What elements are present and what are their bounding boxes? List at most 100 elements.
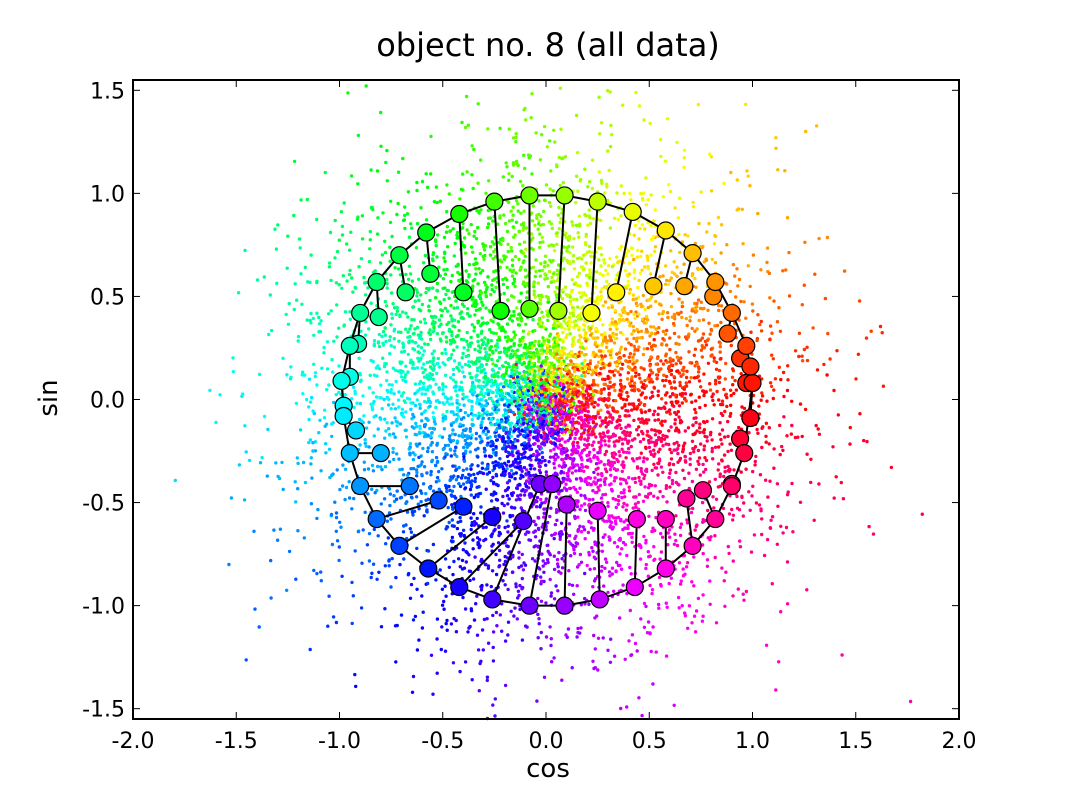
scatter-point xyxy=(395,489,399,493)
scatter-point xyxy=(615,560,619,565)
scatter-point xyxy=(455,230,460,235)
scatter-point xyxy=(349,174,354,178)
scatter-point xyxy=(422,465,427,469)
scatter-point xyxy=(461,428,466,432)
scatter-point xyxy=(646,574,650,578)
scatter-point xyxy=(450,535,455,540)
scatter-point xyxy=(699,348,704,352)
scatter-point xyxy=(759,398,763,402)
scatter-point xyxy=(637,417,641,421)
scatter-point xyxy=(712,359,716,363)
scatter-point xyxy=(485,436,490,440)
scatter-point xyxy=(434,578,438,582)
scatter-point xyxy=(708,332,712,336)
scatter-point xyxy=(613,336,617,341)
scatter-point xyxy=(414,468,419,472)
scatter-point xyxy=(698,422,702,426)
scatter-point xyxy=(567,315,572,320)
scatter-point xyxy=(491,257,495,261)
scatter-point xyxy=(463,660,468,664)
scatter-point xyxy=(742,598,746,602)
scatter-point xyxy=(640,385,644,389)
scatter-point xyxy=(395,212,399,217)
scatter-point xyxy=(457,328,461,333)
scatter-point xyxy=(672,703,676,707)
scatter-point xyxy=(656,330,660,335)
scatter-point xyxy=(606,504,610,508)
scatter-point xyxy=(596,472,600,476)
scatter-point xyxy=(614,410,618,414)
scatter-point xyxy=(503,221,508,226)
scatter-point xyxy=(395,623,399,628)
scatter-point xyxy=(477,689,481,693)
scatter-point xyxy=(696,459,700,463)
scatter-point xyxy=(663,282,668,286)
scatter-point xyxy=(750,494,754,498)
scatter-point xyxy=(610,305,614,309)
scatter-point xyxy=(642,367,646,371)
scatter-point xyxy=(568,486,573,491)
scatter-point xyxy=(571,311,575,315)
scatter-point xyxy=(786,378,790,382)
scatter-point xyxy=(509,374,513,379)
scatter-point xyxy=(292,213,296,218)
scatter-point xyxy=(656,418,661,422)
scatter-point xyxy=(569,542,573,546)
scatter-point xyxy=(591,415,595,419)
scatter-point xyxy=(578,524,582,528)
scatter-point xyxy=(753,463,757,467)
scatter-point xyxy=(486,338,490,342)
scatter-point xyxy=(746,174,750,178)
scatter-point xyxy=(731,518,735,522)
scatter-point xyxy=(637,104,642,108)
scatter-point xyxy=(535,495,540,500)
scatter-point xyxy=(603,377,607,382)
scatter-point xyxy=(243,248,247,253)
scatter-point xyxy=(398,314,402,319)
scatter-point xyxy=(615,273,619,277)
scatter-point xyxy=(739,299,743,304)
scatter-point xyxy=(678,250,682,255)
scatter-point xyxy=(359,329,363,333)
scatter-point xyxy=(672,380,676,384)
scatter-point xyxy=(570,471,575,475)
scatter-point xyxy=(649,452,654,457)
scatter-point xyxy=(638,479,642,483)
scatter-point xyxy=(443,584,447,588)
scatter-point xyxy=(637,475,641,480)
scatter-point xyxy=(347,272,352,277)
scatter-point xyxy=(752,533,757,537)
scatter-point xyxy=(502,291,506,296)
scatter-point xyxy=(509,421,514,425)
scatter-point xyxy=(601,535,605,539)
scatter-point xyxy=(858,412,862,416)
scatter-point xyxy=(472,618,477,622)
scatter-point xyxy=(586,223,590,227)
scatter-point xyxy=(512,386,516,390)
scatter-point xyxy=(601,431,606,435)
scatter-point xyxy=(535,350,540,354)
scatter-point xyxy=(696,102,701,107)
scatter-point xyxy=(338,487,342,492)
scatter-point xyxy=(632,418,636,423)
scatter-point xyxy=(606,149,610,153)
scatter-point xyxy=(577,235,581,239)
scatter-point xyxy=(257,625,261,629)
scatter-point xyxy=(712,242,717,246)
scatter-point xyxy=(656,393,660,398)
scatter-point xyxy=(627,272,632,276)
scatter-point xyxy=(568,311,572,315)
scatter-point xyxy=(624,252,628,256)
scatter-point xyxy=(693,407,697,412)
scatter-point xyxy=(707,221,711,226)
scatter-point xyxy=(394,379,398,384)
scatter-point xyxy=(285,373,289,377)
scatter-point xyxy=(598,448,602,453)
scatter-point xyxy=(501,394,505,399)
scatter-point xyxy=(533,339,537,344)
scatter-point xyxy=(590,443,594,447)
scatter-point xyxy=(539,261,543,266)
scatter-point xyxy=(699,442,703,446)
scatter-point xyxy=(682,365,686,370)
scatter-point xyxy=(496,408,501,412)
